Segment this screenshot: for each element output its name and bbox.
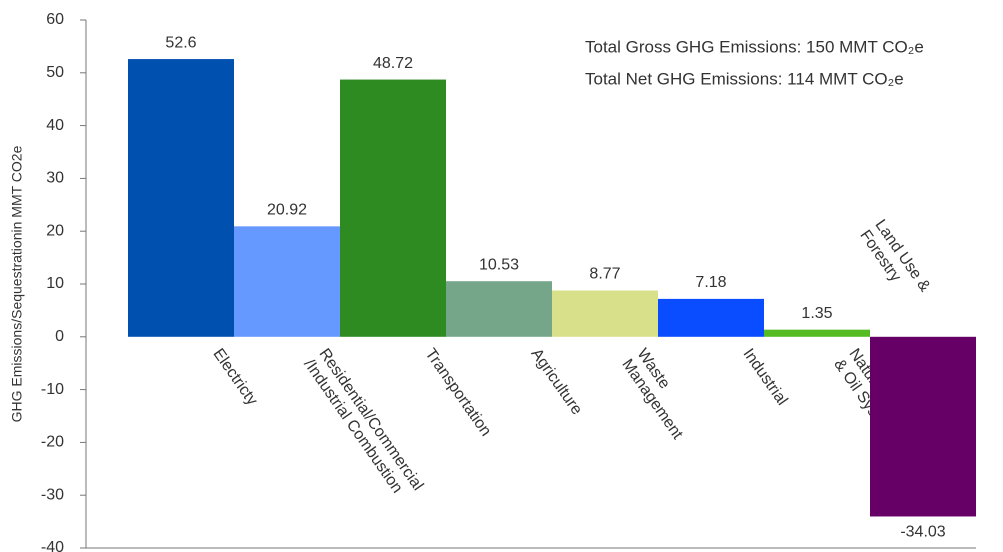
value-label: 20.92 [267, 202, 307, 219]
x-tick-label: Industrial [739, 346, 790, 409]
value-label: 1.35 [801, 305, 832, 322]
value-label: 10.53 [479, 256, 519, 273]
value-label: 8.77 [589, 266, 620, 283]
y-tick-label: -30 [41, 486, 64, 503]
bar [870, 336, 976, 517]
y-tick-label: 30 [46, 170, 64, 187]
y-tick-label: 10 [46, 275, 64, 292]
bar [128, 59, 234, 337]
bar [234, 226, 340, 337]
value-label: 48.72 [373, 55, 413, 72]
y-tick-label: -40 [41, 539, 64, 552]
y-tick-label: 0 [55, 328, 64, 345]
x-tick-label: Agriculture [527, 346, 585, 418]
annotation: Total Gross GHG Emissions: 150 MMT CO₂e [585, 37, 924, 56]
x-tick-label: Land Use &Forestry [856, 217, 933, 306]
y-tick-label: -10 [41, 381, 64, 398]
y-tick-label: 40 [46, 117, 64, 134]
bar [552, 290, 658, 337]
x-tick-label: Transportation [421, 346, 494, 440]
y-tick-label: 60 [46, 11, 64, 28]
y-tick-label: -20 [41, 434, 64, 451]
value-label: -34.03 [900, 524, 945, 541]
x-tick-label: WasteManagement [618, 346, 701, 443]
x-tick-label: Electricty [209, 346, 260, 409]
bar [658, 298, 764, 337]
y-tick-label: 20 [46, 222, 64, 239]
y-axis-label: GHG Emissions/Sequestrationin MMT CO2e [9, 145, 25, 422]
value-label: 52.6 [165, 34, 196, 51]
bar [446, 281, 552, 337]
value-label: 7.18 [695, 274, 726, 291]
annotation: Total Net GHG Emissions: 114 MMT CO₂e [585, 69, 904, 88]
y-tick-label: 50 [46, 64, 64, 81]
bar [764, 329, 870, 337]
bar [340, 79, 446, 337]
x-tick-label: Residential/Commercial/Industrial Combus… [300, 346, 426, 505]
